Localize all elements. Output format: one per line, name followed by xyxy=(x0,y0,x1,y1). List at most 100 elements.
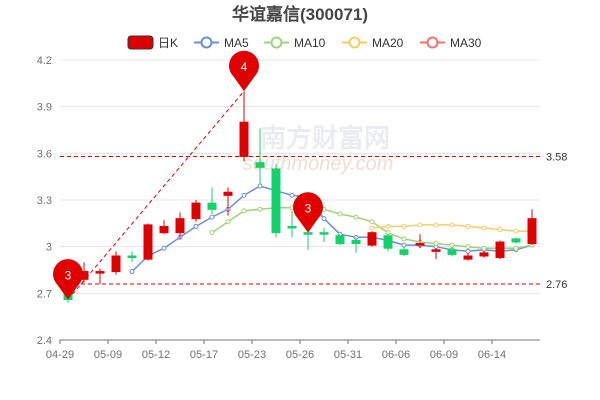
candle-body xyxy=(527,218,537,245)
ma5-point xyxy=(161,245,167,251)
candle xyxy=(383,234,393,252)
candle xyxy=(447,248,457,256)
legend-label: MA20 xyxy=(372,36,404,50)
ma10-point xyxy=(369,219,375,225)
ma10-point xyxy=(433,241,439,247)
ma5-point xyxy=(321,216,327,222)
legend-marker xyxy=(426,36,439,49)
candle-body xyxy=(351,239,361,245)
ma5-point xyxy=(257,183,263,189)
watermark: 南方财富网 southmoney.com xyxy=(243,123,394,175)
candle-body xyxy=(383,235,393,249)
candle-body xyxy=(95,271,105,274)
candle-body xyxy=(431,249,441,252)
candle-body xyxy=(143,224,153,260)
legend[interactable]: 日K MA5 MA10 MA20 MA30 xyxy=(127,35,482,50)
y-tick-label: 2.7 xyxy=(37,288,52,300)
candle xyxy=(191,200,201,222)
ma20-point xyxy=(401,223,407,229)
ma20-point xyxy=(465,223,471,229)
ma10-point xyxy=(465,244,471,250)
ma20-point xyxy=(513,228,519,234)
ma10-point xyxy=(513,245,519,251)
marker-pin: 4 xyxy=(229,50,259,92)
x-tick-label: 05-09 xyxy=(94,349,122,361)
ma20-point xyxy=(417,222,423,228)
ma10-point xyxy=(241,208,247,214)
legend-marker xyxy=(200,36,213,49)
ma10-point xyxy=(401,236,407,242)
x-tick-label: 06-14 xyxy=(478,349,506,361)
axes: 2.4 2.7 3 3.3 3.6 3.9 4.2 04-29 05-09 05-12 05-17 0… xyxy=(37,55,540,361)
candle xyxy=(495,240,505,260)
candle xyxy=(143,223,153,261)
marker-label: 3 xyxy=(305,202,312,216)
ma10-point xyxy=(353,214,359,220)
candle xyxy=(111,251,121,275)
candle-body xyxy=(319,232,329,235)
y-tick-label: 3.3 xyxy=(37,195,52,207)
reference-lines: 3.58 2.76 xyxy=(60,90,567,300)
legend-label: MA10 xyxy=(294,36,326,50)
candle-body xyxy=(255,162,265,168)
marker-shape xyxy=(229,50,259,92)
ma20-point xyxy=(385,223,391,229)
candle-body xyxy=(495,241,505,259)
ma10-point xyxy=(385,230,391,236)
legend-item-ma10[interactable]: MA10 xyxy=(264,36,326,50)
candle-body xyxy=(399,249,409,255)
ma5-point xyxy=(401,242,407,248)
candle-body xyxy=(367,232,377,246)
marker-shape xyxy=(293,192,323,233)
marker-pin: 3 xyxy=(293,192,323,233)
ma5-point xyxy=(209,214,215,220)
ma20-point xyxy=(369,225,375,231)
candle xyxy=(175,212,185,239)
candle xyxy=(431,248,441,260)
trend-line xyxy=(67,90,245,300)
candle-body xyxy=(463,255,473,260)
ma10-point xyxy=(209,230,215,236)
candle-body xyxy=(447,249,457,255)
ma10-point xyxy=(449,242,455,248)
ma10-point xyxy=(225,219,231,225)
x-tick-label: 05-23 xyxy=(238,349,266,361)
candle xyxy=(335,234,345,246)
x-tick-label: 05-26 xyxy=(286,349,314,361)
ma5-point xyxy=(241,192,247,198)
ma5-point xyxy=(129,269,135,275)
reference-label: 3.58 xyxy=(546,151,567,163)
ma20-point xyxy=(497,227,503,233)
legend-label: 日K xyxy=(158,36,178,50)
ma5-point xyxy=(465,248,471,254)
candle-body xyxy=(415,243,425,246)
candle xyxy=(511,237,521,244)
legend-item-ma5[interactable]: MA5 xyxy=(194,36,249,50)
markers: 3 4 3 xyxy=(53,50,323,300)
candle-body xyxy=(511,238,521,243)
candle xyxy=(527,209,537,246)
candle xyxy=(463,252,473,261)
legend-item-日k[interactable]: 日K xyxy=(127,35,178,50)
marker-label: 4 xyxy=(241,60,248,74)
candle xyxy=(207,187,217,214)
ma5-line xyxy=(131,185,533,273)
ma10-point xyxy=(481,245,487,251)
candle xyxy=(159,220,169,235)
legend-marker xyxy=(270,36,283,49)
x-tick-label: 06-06 xyxy=(382,349,410,361)
legend-item-ma30[interactable]: MA30 xyxy=(420,36,482,50)
candle xyxy=(95,268,105,284)
candle-body xyxy=(175,218,185,234)
candle-body xyxy=(127,255,137,259)
candle xyxy=(223,187,233,216)
ma5-point xyxy=(289,192,295,198)
x-tick-label: 06-09 xyxy=(430,349,458,361)
legend-item-ma20[interactable]: MA20 xyxy=(342,36,404,50)
ma5-point xyxy=(193,223,199,229)
chart-title: 华谊嘉信(300071) xyxy=(232,4,368,24)
candle xyxy=(367,231,377,247)
candle-body xyxy=(223,191,233,196)
candle xyxy=(351,237,361,253)
